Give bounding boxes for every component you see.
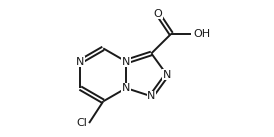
Text: N: N [122, 83, 130, 93]
Text: O: O [153, 9, 162, 19]
Text: N: N [76, 57, 84, 67]
Text: N: N [122, 57, 130, 67]
Text: N: N [147, 91, 156, 101]
Text: OH: OH [194, 29, 211, 39]
Text: Cl: Cl [76, 118, 87, 128]
Text: N: N [163, 70, 171, 80]
